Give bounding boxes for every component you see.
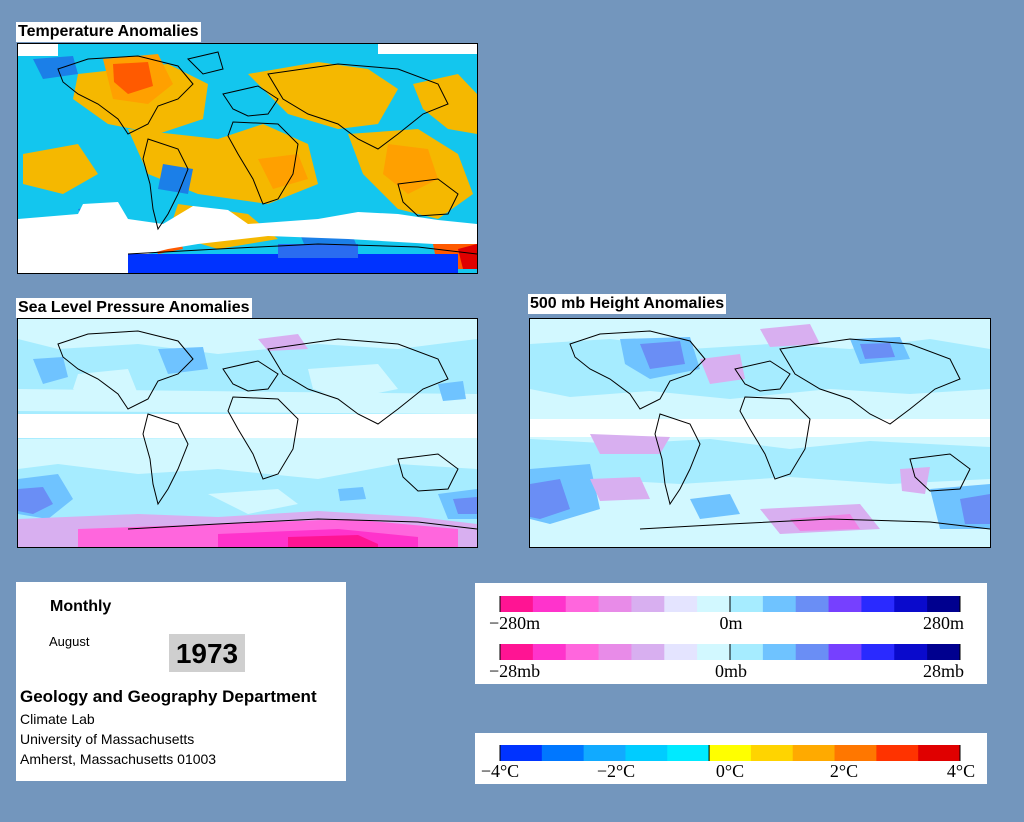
temp-label-neg4: −4°C [481, 761, 519, 781]
pressure-max-label: 28mb [923, 661, 964, 681]
temperature-scale-swatch [541, 745, 585, 761]
height-scale-swatch [861, 596, 895, 612]
temp-label-neg2: −2°C [597, 761, 635, 781]
temp-label-2: 2°C [830, 761, 858, 781]
pressure-scale-swatch [861, 644, 895, 660]
height-scale-swatch [631, 596, 665, 612]
temperature-scale-swatch [625, 745, 668, 761]
temperature-legend: −4°C −2°C 0°C 2°C 4°C [475, 733, 987, 784]
temperature-scale-swatch [667, 745, 710, 761]
height-scale-swatch [894, 596, 928, 612]
height-scale-swatch [730, 596, 764, 612]
temperature-scale-swatch [834, 745, 877, 761]
year-display: 1973 [169, 634, 245, 672]
temp-label-4: 4°C [947, 761, 975, 781]
height-scale-swatch [828, 596, 862, 612]
temperature-scale-swatch [792, 745, 836, 761]
height-scale-swatch [532, 596, 567, 612]
pressure-scale-swatch [565, 644, 600, 660]
pressure-scale-swatch [532, 644, 567, 660]
lab-name: Climate Lab [20, 711, 95, 727]
pressure-min-label: −28mb [489, 661, 540, 681]
university-name: University of Massachusetts [20, 731, 195, 747]
pressure-scale-swatch [500, 644, 534, 660]
period-mode-label: Monthly [50, 598, 112, 615]
temperature-color-scale [499, 745, 961, 761]
pressure-scale-swatch [664, 644, 698, 660]
temperature-scale-swatch [583, 745, 626, 761]
height-max-label: 280m [923, 613, 964, 633]
height-map-title: 500 mb Height Anomalies [528, 294, 727, 314]
height-scale-swatch [762, 596, 797, 612]
pressure-scale-swatch [894, 644, 928, 660]
slp-map-title: Sea Level Pressure Anomalies [16, 298, 252, 318]
pressure-scale-swatch [598, 644, 632, 660]
pressure-color-scale [499, 644, 961, 660]
pressure-scale-swatch [762, 644, 797, 660]
pressure-scale-swatch [730, 644, 764, 660]
temperature-anomaly-map [17, 43, 478, 274]
pressure-scale-swatch [828, 644, 862, 660]
pressure-scale-swatch [697, 644, 731, 660]
height-scale-swatch [565, 596, 600, 612]
temperature-scale-swatch [876, 745, 919, 761]
address-line: Amherst, Massachusetts 01003 [20, 751, 217, 767]
temperature-map-title: Temperature Anomalies [16, 22, 201, 42]
pressure-scale-swatch [795, 644, 830, 660]
department-name: Geology and Geography Department [20, 687, 317, 706]
height-min-label: −280m [489, 613, 540, 633]
height-scale-swatch [697, 596, 731, 612]
height-scale-swatch [500, 596, 534, 612]
temperature-scale-swatch [750, 745, 794, 761]
height-color-scale [499, 596, 961, 612]
temperature-scale-swatch [918, 745, 961, 761]
anomaly-legend: −280m 0m 280m −28mb 0mb 28mb [475, 583, 987, 684]
temp-label-0: 0°C [716, 761, 744, 781]
temperature-scale-swatch [709, 745, 752, 761]
height-500mb-anomaly-map [529, 318, 991, 548]
info-panel: Monthly August 1973 Geology and Geograph… [16, 582, 346, 781]
temperature-scale-swatch [500, 745, 543, 761]
sea-level-pressure-anomaly-map [17, 318, 478, 548]
height-mid-label: 0m [719, 613, 742, 633]
height-scale-swatch [598, 596, 632, 612]
pressure-mid-label: 0mb [715, 661, 747, 681]
height-scale-swatch [664, 596, 698, 612]
height-scale-swatch [795, 596, 830, 612]
month-label: August [49, 634, 90, 649]
pressure-scale-swatch [927, 644, 961, 660]
height-scale-swatch [927, 596, 961, 612]
pressure-scale-swatch [631, 644, 665, 660]
